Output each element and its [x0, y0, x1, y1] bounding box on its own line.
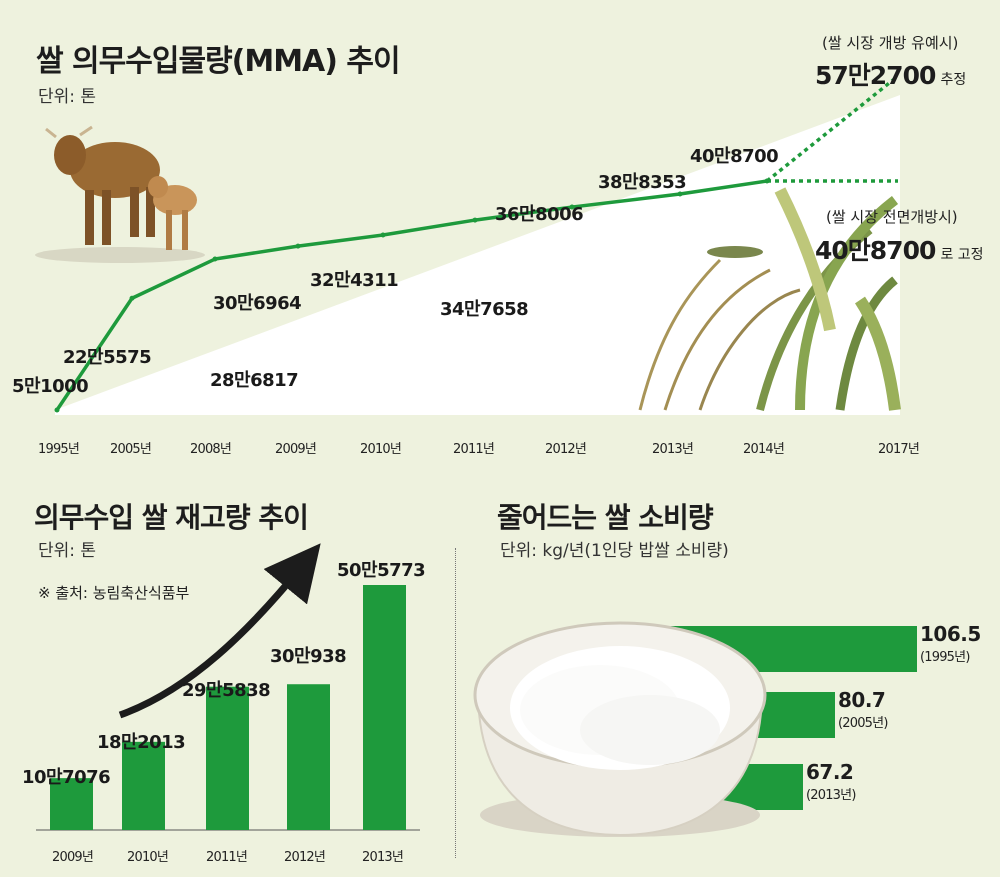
point-label-2012: 36만8006: [495, 204, 584, 225]
point-label-2005: 22만5575: [63, 347, 152, 368]
open-scenario-suffix: 추정: [940, 72, 967, 88]
stock-bar-2013년: [363, 585, 406, 830]
mma-point-2: [212, 256, 218, 262]
cons-value-2013: 67.2: [806, 760, 854, 784]
mma-point-7: [677, 191, 683, 197]
x-label-2009: 2009년: [275, 442, 317, 457]
open-scenario-value: 57만2700: [815, 61, 936, 90]
mma-point-1: [129, 295, 135, 301]
x-label-1995: 1995년: [38, 442, 80, 457]
stock-x-label-2009: 2009년: [52, 850, 94, 865]
x-label-2013: 2013년: [652, 442, 694, 457]
trend-arrow: [118, 543, 321, 719]
stock-bar-label-2010: 18만2013: [97, 732, 186, 753]
full-scenario-value-group: 40만8700 로 고정: [815, 231, 984, 267]
cons-value-2005: 80.7: [838, 688, 886, 712]
stock-x-label-2012: 2012년: [284, 850, 326, 865]
stock-chart-svg: [36, 543, 420, 831]
cons-value-group-2013: 67.2 (2013년): [806, 760, 856, 803]
open-scenario-line: [765, 74, 900, 183]
stock-x-label-2011: 2011년: [206, 850, 248, 865]
full-scenario-value: 40만8700: [815, 236, 936, 265]
stock-bar-2011년: [206, 686, 249, 830]
line-chart-svg: [54, 74, 901, 415]
line-chart-title: 쌀 의무수입물량(MMA) 추이: [36, 44, 401, 79]
full-scenario-note: (쌀 시장 전면개방시): [826, 208, 958, 226]
point-label-2014: 40만8700: [690, 146, 779, 167]
stock-x-label-2010: 2010년: [127, 850, 169, 865]
mma-point-3: [295, 243, 301, 249]
rice-plant-illustration: [638, 187, 901, 411]
section-divider: [455, 548, 456, 858]
x-label-2017: 2017년: [878, 442, 920, 457]
stock-bar-label-2013: 50만5773: [337, 560, 426, 581]
x-label-2005: 2005년: [110, 442, 152, 457]
cons-year-2013: (2013년): [806, 788, 856, 803]
stock-bar-label-2011: 29만5838: [182, 680, 271, 701]
stock-x-label-2013: 2013년: [362, 850, 404, 865]
stock-chart-unit: 단위: 톤: [38, 541, 97, 561]
stock-bar-2012년: [287, 684, 330, 830]
line-chart-area: [55, 95, 900, 415]
consumption-chart-title: 줄어드는 쌀 소비량: [497, 501, 714, 534]
open-scenario-value-group: 57만2700 추정: [815, 56, 966, 92]
open-scenario-note: (쌀 시장 개방 유예시): [822, 34, 959, 52]
mma-point-6: [569, 204, 575, 210]
x-label-2014: 2014년: [743, 442, 785, 457]
cons-year-1995: (1995년): [920, 650, 970, 665]
x-label-2008: 2008년: [190, 442, 232, 457]
stock-bar-label-2012: 30만938: [270, 646, 347, 667]
consumption-chart-svg: [473, 621, 917, 837]
mma-point-0: [54, 407, 60, 413]
point-label-2010: 32만4311: [310, 270, 399, 291]
cons-value-group-1995: 106.5 (1995년): [920, 622, 981, 665]
stock-bar-2009년: [50, 778, 93, 830]
point-label-2013: 38만8353: [598, 172, 687, 193]
rice-bowl-illustration: [473, 621, 767, 837]
cattle-illustration: [35, 125, 205, 263]
cons-value-1995: 106.5: [920, 622, 981, 646]
point-label-2011: 34만7658: [440, 299, 529, 320]
stock-chart-source: ※ 출처: 농림축산식품부: [38, 584, 190, 602]
mma-point-4: [380, 232, 386, 238]
point-label-1995: 5만1000: [12, 376, 89, 397]
point-label-2008: 28만6817: [210, 370, 299, 391]
cons-value-group-2005: 80.7 (2005년): [838, 688, 888, 731]
x-label-2012: 2012년: [545, 442, 587, 457]
full-scenario-suffix: 로 고정: [940, 247, 984, 263]
x-label-2010: 2010년: [360, 442, 402, 457]
x-label-2011: 2011년: [453, 442, 495, 457]
cons-year-2005: (2005년): [838, 716, 888, 731]
consumption-chart-unit: 단위: kg/년(1인당 밥쌀 소비량): [500, 541, 729, 561]
stock-chart-title: 의무수입 쌀 재고량 추이: [34, 501, 309, 534]
stock-bar-2010년: [122, 741, 165, 830]
stock-bar-label-2009: 10만7076: [22, 767, 111, 788]
line-chart-unit: 단위: 톤: [38, 87, 97, 107]
mma-point-5: [472, 217, 478, 223]
point-label-2009: 30만6964: [213, 293, 302, 314]
